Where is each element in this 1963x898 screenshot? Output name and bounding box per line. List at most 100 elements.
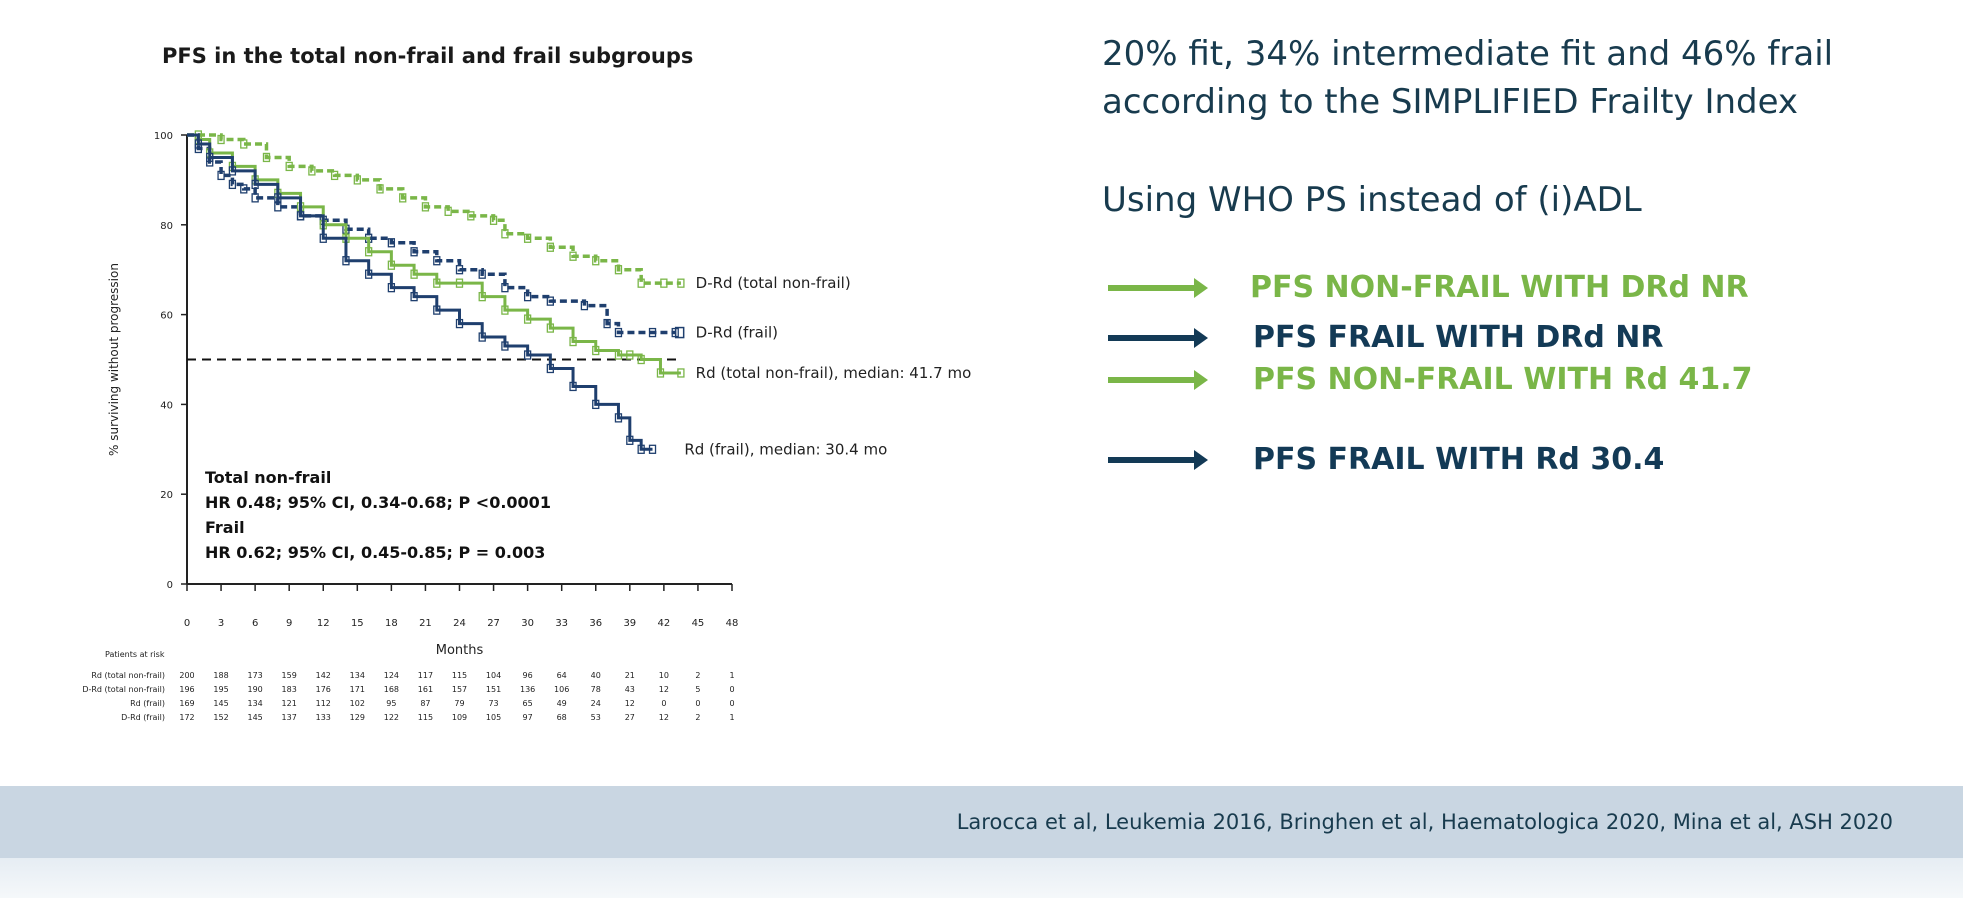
censor-mark — [444, 206, 452, 216]
censor-mark — [206, 152, 214, 163]
risk-table-cell: 65 — [523, 699, 533, 708]
risk-table-cell: 115 — [418, 713, 433, 722]
risk-table-cell: 10 — [659, 671, 669, 680]
hr-nonfrail-heading: Total non-frail — [205, 468, 332, 487]
headline-block: 20% fit, 34% intermediate fit and 46% fr… — [1102, 30, 1942, 126]
censor-mark — [319, 233, 327, 243]
x-tick-label: 36 — [589, 618, 602, 629]
censor-mark — [217, 170, 225, 181]
series-line — [187, 133, 676, 335]
reference-text: Larocca et al, Leukemia 2016, Bringhen e… — [956, 810, 1893, 834]
censor-mark — [455, 318, 464, 329]
censor-mark — [614, 413, 623, 423]
censor-mark — [308, 166, 316, 176]
risk-table-cell: 96 — [523, 671, 533, 680]
x-tick-label: 0 — [184, 618, 190, 629]
censor-mark — [376, 184, 384, 194]
y-tick-label: 80 — [160, 221, 173, 232]
series-line — [187, 133, 653, 451]
y-tick-label: 0 — [167, 580, 173, 591]
risk-table-cell: 40 — [591, 671, 601, 680]
risk-table-cell: 159 — [282, 671, 297, 680]
risk-table-cell: 115 — [452, 671, 467, 680]
series-label: Rd (total non-frail), median: 41.7 mo — [696, 364, 972, 382]
risk-table-cell: 12 — [659, 713, 669, 722]
censor-mark — [387, 238, 396, 248]
censor-mark — [592, 399, 600, 410]
censor-mark — [285, 161, 293, 172]
censor-mark — [365, 247, 373, 257]
risk-table-cell: 104 — [486, 671, 501, 680]
risk-table-cell: 172 — [179, 713, 194, 722]
series-line — [187, 133, 681, 375]
risk-table-cell: 142 — [316, 671, 331, 680]
risk-table-cell: 134 — [350, 671, 365, 680]
risk-table-cell: 173 — [247, 671, 262, 680]
censor-mark — [387, 260, 396, 270]
risk-table-cell: 196 — [179, 685, 194, 694]
risk-table-cell: 168 — [384, 685, 399, 694]
finding-item: PFS NON-FRAIL WITH DRd NR — [1108, 268, 1928, 308]
censor-mark — [387, 283, 396, 293]
footer-bar: Larocca et al, Leukemia 2016, Bringhen e… — [0, 786, 1963, 858]
chart-title: PFS in the total non-frail and frail sub… — [162, 44, 694, 68]
censor-mark — [353, 175, 361, 185]
risk-table-cell: 200 — [179, 671, 194, 680]
risk-table-title: Patients at risk — [105, 650, 165, 659]
censor-mark — [433, 305, 441, 315]
risk-table-cell: 43 — [625, 685, 635, 694]
risk-table-cell: 1 — [729, 713, 734, 722]
hazard-ratio-box: Total non-frail HR 0.48; 95% CI, 0.34-0.… — [205, 465, 551, 565]
risk-table-cell: 109 — [452, 713, 467, 722]
censor-mark — [626, 350, 634, 360]
risk-table-cell: 129 — [350, 713, 365, 722]
censor-mark — [228, 179, 237, 190]
censor-mark — [217, 134, 225, 145]
y-tick-label: 40 — [160, 400, 173, 411]
hr-frail-value: HR 0.62; 95% CI, 0.45-0.85; P = 0.003 — [205, 543, 546, 562]
x-tick-label: 15 — [351, 618, 364, 629]
risk-table-cell: 145 — [213, 699, 228, 708]
headline-line-1: 20% fit, 34% intermediate fit and 46% fr… — [1102, 34, 1834, 74]
risk-table-cell: 102 — [350, 699, 365, 708]
risk-table-row-label: D-Rd (frail) — [121, 713, 165, 722]
censor-mark — [637, 354, 645, 365]
censor-mark — [546, 296, 554, 306]
risk-table-cell: 112 — [316, 699, 331, 708]
risk-table-cell: 21 — [625, 671, 635, 680]
censor-mark — [580, 300, 589, 311]
risk-table-cell: 151 — [486, 685, 501, 694]
censor-mark — [592, 345, 600, 356]
x-tick-label: 33 — [555, 618, 568, 629]
censor-mark — [592, 256, 600, 266]
censor-mark — [240, 139, 248, 149]
censor-mark — [637, 444, 645, 454]
censor-mark — [251, 193, 259, 203]
risk-table-cell: 152 — [213, 713, 228, 722]
x-tick-label: 21 — [419, 618, 432, 629]
censor-mark — [489, 215, 498, 225]
risk-table-cell: 157 — [452, 685, 467, 694]
censor-mark — [240, 184, 248, 194]
risk-table-cell: 176 — [316, 685, 331, 694]
x-tick-label: 39 — [623, 618, 636, 629]
censor-mark — [501, 341, 509, 351]
risk-table-cell: 78 — [591, 685, 601, 694]
censor-mark — [365, 269, 373, 279]
censor-mark — [228, 166, 237, 176]
risk-table-cell: 73 — [488, 699, 498, 708]
censor-mark — [501, 283, 509, 293]
x-tick-label: 30 — [521, 618, 534, 629]
subline: Using WHO PS instead of (i)ADL — [1102, 180, 1642, 220]
risk-table-cell: 87 — [420, 699, 430, 708]
censor-mark — [251, 179, 259, 190]
censor-mark — [656, 368, 665, 378]
hr-nonfrail-value: HR 0.48; 95% CI, 0.34-0.68; P <0.0001 — [205, 493, 551, 512]
censor-mark — [603, 318, 611, 329]
risk-table-cell: 97 — [523, 713, 533, 722]
censor-mark — [614, 265, 623, 275]
risk-table-cell: 195 — [213, 685, 228, 694]
risk-table-cell: 136 — [520, 685, 535, 694]
